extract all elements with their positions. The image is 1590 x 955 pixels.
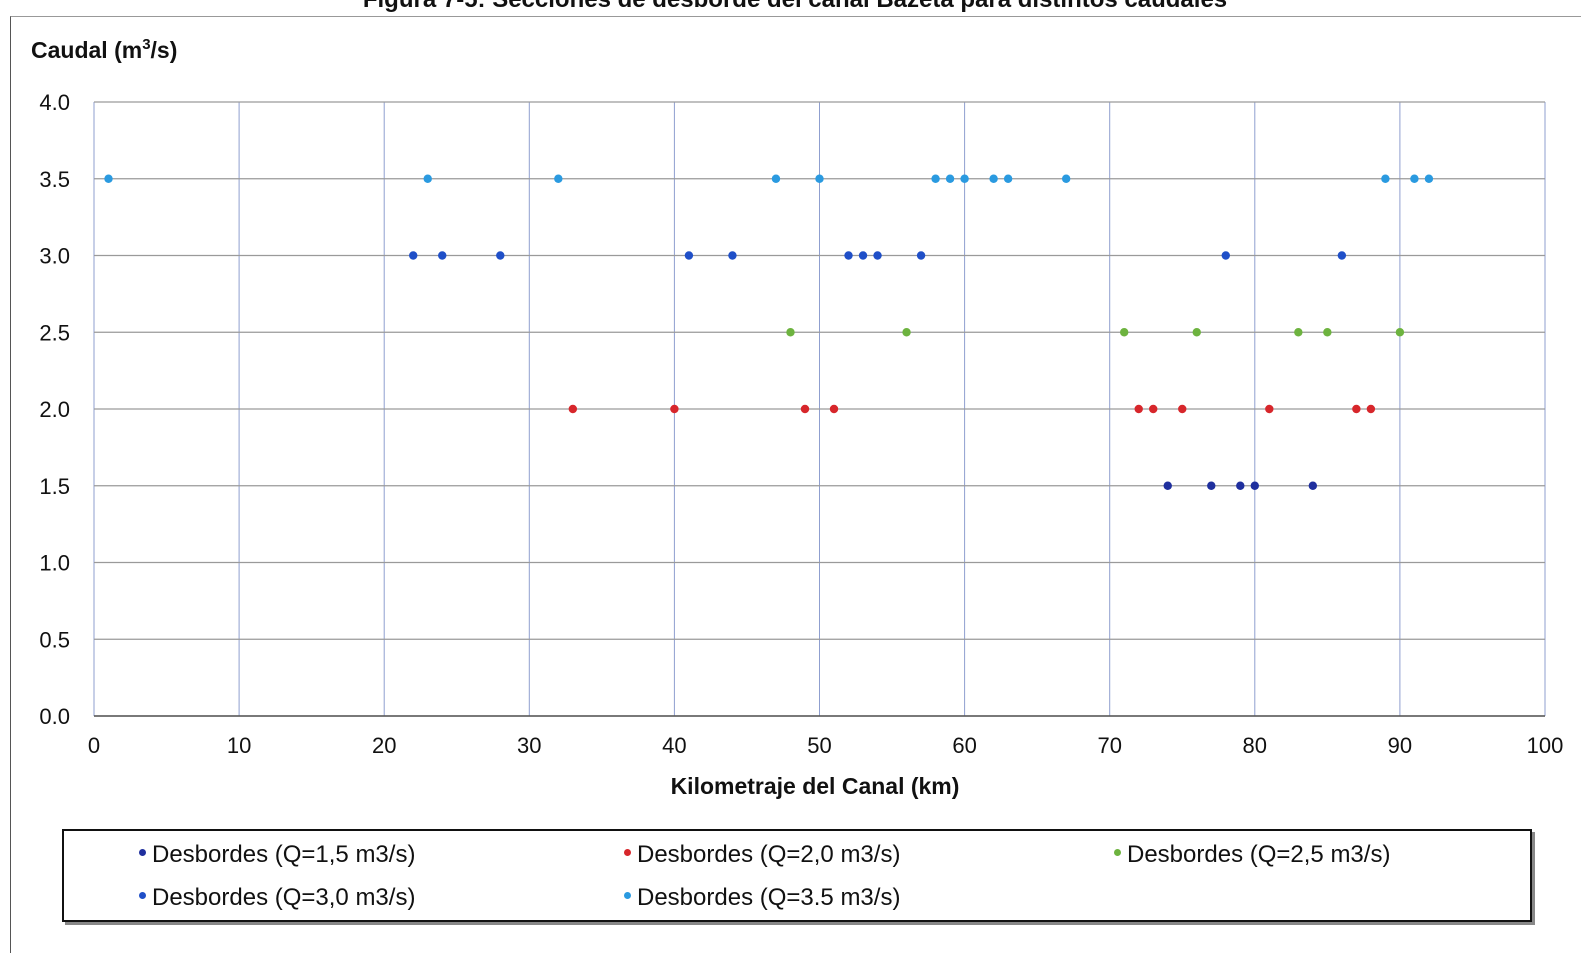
y-axis-title-superscript: 3 — [142, 36, 150, 53]
data-point — [1265, 404, 1274, 414]
data-point — [423, 174, 432, 183]
y-tick-labels: 0.0 0.5 1.0 1.5 2.0 2.5 3.0 3.5 4.0 — [39, 90, 70, 729]
y-axis-title: Caudal (m3/s) — [31, 36, 177, 63]
x-tick-label: 80 — [1243, 733, 1267, 758]
y-tick-label: 1.5 — [39, 474, 70, 499]
data-point — [1221, 251, 1230, 260]
data-point — [1236, 481, 1245, 490]
x-tick-label: 40 — [662, 733, 686, 758]
data-point — [873, 251, 882, 260]
y-tick-label: 0.0 — [39, 704, 70, 729]
data-point — [104, 174, 113, 183]
data-point — [1323, 328, 1332, 337]
data-point — [1120, 328, 1129, 337]
figure-title: Figura 7-5: Secciones de desborde del ca… — [0, 0, 1590, 14]
data-point — [670, 404, 679, 414]
data-point — [771, 174, 781, 183]
data-point — [1061, 174, 1071, 183]
legend-item: Desbordes (Q=2,5 m3/s) — [1114, 841, 1390, 869]
legend: Desbordes (Q=1,5 m3/s) Desbordes (Q=2,0 m… — [62, 829, 1532, 922]
data-point — [438, 251, 447, 260]
y-tick-label: 4.0 — [39, 90, 70, 115]
legend-marker — [139, 892, 146, 900]
x-tick-label: 30 — [517, 733, 541, 758]
y-tick-label: 0.5 — [39, 627, 70, 652]
data-point — [554, 174, 563, 183]
data-point — [1192, 328, 1201, 337]
data-point — [960, 174, 969, 183]
y-tick-label: 2.0 — [39, 397, 70, 422]
data-point — [684, 251, 694, 260]
x-tick-label: 70 — [1097, 733, 1121, 758]
data-point — [1149, 404, 1158, 414]
data-point — [1381, 174, 1390, 183]
legend-label: Desbordes (Q=3.5 m3/s) — [637, 884, 901, 911]
data-point — [989, 174, 998, 183]
y-tick-label: 3.0 — [39, 244, 70, 269]
data-point — [844, 251, 853, 260]
data-point — [1003, 174, 1013, 183]
legend-label: Desbordes (Q=2,5 m3/s) — [1127, 841, 1391, 868]
data-point — [1207, 481, 1216, 490]
data-point — [1178, 404, 1187, 414]
data-point — [902, 328, 911, 337]
x-tick-labels: 0 10 20 30 40 50 60 70 80 90 100 — [88, 733, 1563, 758]
y-tick-label: 3.5 — [39, 167, 70, 192]
legend-marker — [139, 849, 146, 857]
x-tick-label: 90 — [1388, 733, 1412, 758]
y-axis-title-rest: /s) — [151, 37, 178, 63]
data-point — [916, 251, 926, 260]
data-point — [1395, 328, 1405, 337]
data-point — [1163, 481, 1172, 490]
legend-label: Desbordes (Q=3,0 m3/s) — [152, 884, 416, 911]
data-point — [945, 174, 955, 183]
data-point — [1424, 174, 1434, 183]
x-tick-label: 60 — [952, 733, 976, 758]
legend-marker — [624, 849, 631, 857]
legend-item: Desbordes (Q=3,0 m3/s) — [139, 884, 415, 912]
legend-marker — [624, 892, 631, 900]
legend-item: Desbordes (Q=3.5 m3/s) — [624, 884, 900, 912]
data-point — [1352, 404, 1361, 414]
data-point — [496, 251, 505, 260]
data-point — [829, 404, 839, 414]
data-point — [1294, 328, 1303, 337]
y-tick-label: 2.5 — [39, 320, 70, 345]
legend-item: Desbordes (Q=2,0 m3/s) — [624, 841, 900, 869]
y-tick-label: 1.0 — [39, 551, 70, 576]
legend-item: Desbordes (Q=1,5 m3/s) — [139, 841, 415, 869]
data-point — [1134, 404, 1143, 414]
data-points — [104, 174, 1434, 490]
chart-frame — [10, 16, 1581, 953]
legend-label: Desbordes (Q=1,5 m3/s) — [152, 841, 416, 868]
x-axis-title: Kilometraje del Canal (km) — [671, 773, 960, 799]
data-point — [1337, 251, 1347, 260]
x-tick-label: 100 — [1527, 733, 1564, 758]
data-point — [815, 174, 824, 183]
data-point — [1250, 481, 1260, 490]
grid — [93, 101, 1546, 717]
x-tick-label: 20 — [372, 733, 396, 758]
data-point — [786, 328, 795, 337]
data-point — [409, 251, 418, 260]
x-tick-label: 50 — [807, 733, 831, 758]
legend-marker — [1114, 849, 1121, 857]
data-point — [1308, 481, 1318, 490]
data-point — [728, 251, 737, 260]
x-tick-label: 10 — [227, 733, 251, 758]
legend-label: Desbordes (Q=2,0 m3/s) — [637, 841, 901, 868]
data-point — [1410, 174, 1419, 183]
data-point — [1366, 404, 1376, 414]
data-point — [568, 404, 578, 414]
data-point — [858, 251, 868, 260]
x-tick-label: 0 — [88, 733, 100, 758]
data-point — [800, 404, 810, 414]
data-point — [931, 174, 940, 183]
